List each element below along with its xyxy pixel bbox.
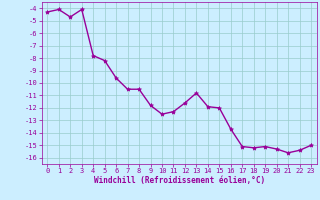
X-axis label: Windchill (Refroidissement éolien,°C): Windchill (Refroidissement éolien,°C): [94, 176, 265, 185]
